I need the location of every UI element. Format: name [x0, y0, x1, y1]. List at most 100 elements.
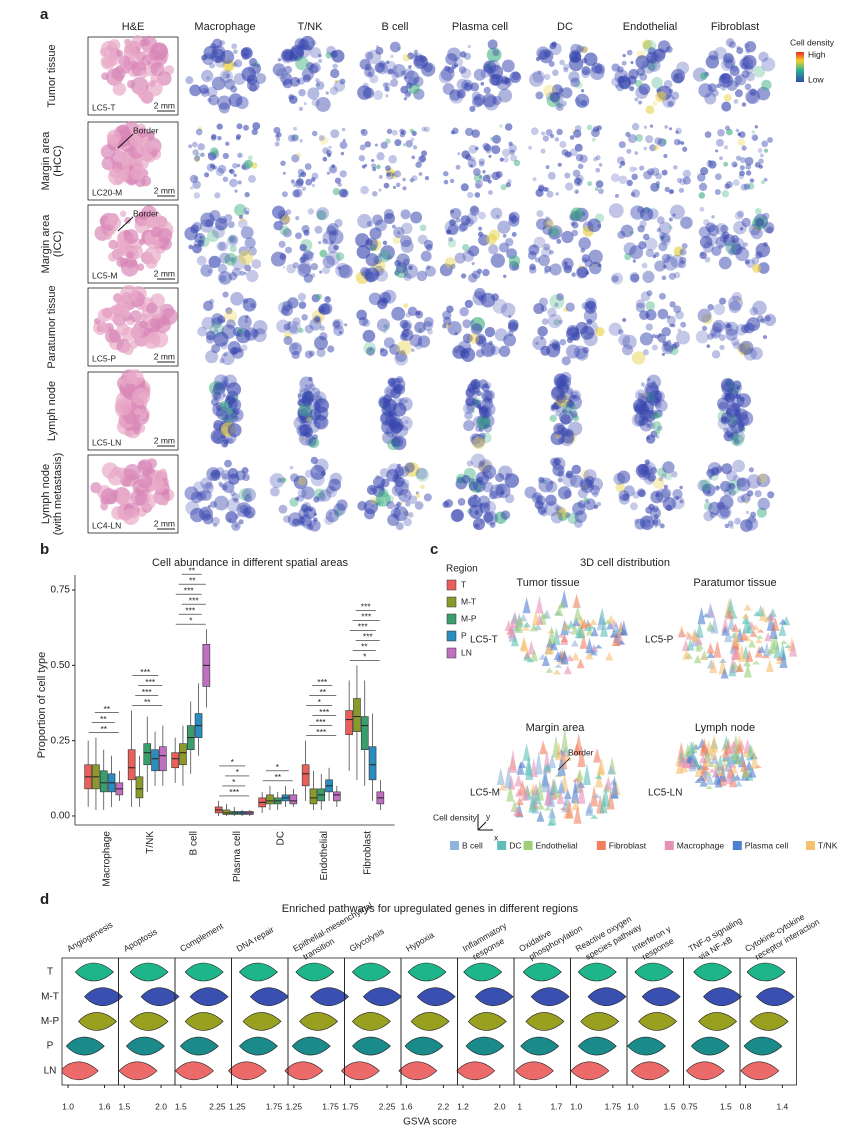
density-spot: [221, 473, 230, 481]
cell-peak: [570, 623, 579, 635]
density-spot: [283, 323, 291, 331]
cell-peak: [590, 814, 599, 819]
density-spot: [490, 136, 494, 141]
density-spot: [743, 242, 748, 247]
density-spot: [405, 312, 411, 318]
density-spot: [403, 517, 412, 527]
density-spot: [549, 42, 557, 50]
density-spot: [642, 270, 655, 283]
density-spot: [739, 156, 747, 164]
density-spot: [508, 143, 517, 153]
density-spot: [658, 477, 663, 482]
violin: [227, 1061, 267, 1081]
density-spot: [392, 397, 403, 408]
cell-peak: [607, 765, 616, 775]
cell-peak: [604, 776, 613, 791]
pathway-title: Angiogenesis: [65, 919, 114, 953]
cell-peak: [504, 765, 513, 789]
pathway-title: Apoptosis: [122, 926, 159, 953]
density-spot: [741, 70, 750, 79]
violin: [84, 987, 123, 1006]
density-spot: [751, 134, 759, 141]
density-spot: [741, 145, 747, 151]
density-spot: [724, 378, 733, 387]
density-spot: [292, 317, 301, 326]
density-spot: [701, 325, 708, 331]
density-spot: [415, 493, 421, 499]
sig-label: *: [318, 697, 322, 707]
density-spot: [395, 350, 407, 363]
density-spot: [245, 315, 249, 319]
tissue: [132, 387, 151, 406]
density-spot: [237, 327, 245, 335]
density-spot: [717, 128, 725, 137]
violin: [577, 962, 617, 982]
density-spot: [220, 341, 228, 350]
density-spot: [483, 144, 492, 152]
density-spot: [470, 453, 486, 469]
density-spot: [298, 88, 306, 97]
density-spot: [375, 45, 379, 49]
row-label: Lymph node: [46, 381, 58, 441]
density-spot: [489, 67, 493, 72]
density-spot: [425, 265, 431, 270]
density-map: [528, 124, 604, 198]
cell-peak: [506, 784, 515, 802]
density-spot: [572, 415, 580, 422]
density-spot: [276, 319, 290, 333]
density-spot: [369, 74, 379, 84]
density-spot: [608, 322, 622, 336]
density-spot: [389, 414, 397, 422]
density-spot: [720, 480, 732, 492]
density-map: [184, 203, 262, 285]
density-spot: [673, 305, 682, 314]
density-spot: [746, 317, 761, 332]
density-spot: [733, 409, 741, 417]
tissue: [129, 310, 142, 323]
density-spot: [413, 55, 425, 67]
legend-swatch: [446, 647, 457, 659]
density-spot: [419, 224, 427, 232]
tissue: [153, 479, 166, 493]
sample-label: LC5-M: [470, 788, 500, 799]
density-spot: [671, 471, 678, 478]
cell-peak: [729, 740, 738, 748]
tissue: [150, 226, 162, 238]
density-map: [528, 41, 606, 112]
density-spot: [413, 49, 419, 55]
density-spot: [645, 105, 655, 115]
cell-peak: [756, 629, 765, 633]
sample-label: LC5-P: [645, 635, 674, 646]
cell-peak: [765, 659, 774, 672]
tissue: [118, 495, 129, 506]
density-spot: [227, 438, 234, 444]
cell-cloud: [496, 728, 621, 826]
density-spot: [378, 249, 392, 263]
density-spot: [289, 47, 304, 62]
density-spot: [645, 323, 653, 331]
tissue: [130, 166, 145, 181]
density-spot: [449, 219, 456, 226]
density-spot: [562, 63, 570, 70]
density-spot: [308, 376, 313, 382]
density-spot: [660, 235, 671, 246]
density-spot: [577, 163, 584, 170]
density-spot: [196, 490, 207, 502]
sample-label: LC4-LN: [92, 520, 121, 530]
density-spot: [216, 123, 223, 130]
cell-peak: [606, 621, 615, 630]
density-spot: [477, 416, 491, 430]
density-spot: [393, 423, 398, 428]
tissue: [126, 251, 135, 260]
density-spot: [231, 521, 241, 531]
pathway-title: DNA repair: [235, 924, 276, 954]
density-spot: [325, 149, 332, 156]
cell-peak: [726, 597, 735, 614]
density-spot: [411, 175, 418, 182]
tissue: [101, 72, 109, 81]
cell-peak: [553, 791, 562, 798]
density-map: [272, 35, 346, 112]
density-spot: [737, 210, 745, 218]
density-spot: [413, 53, 418, 58]
